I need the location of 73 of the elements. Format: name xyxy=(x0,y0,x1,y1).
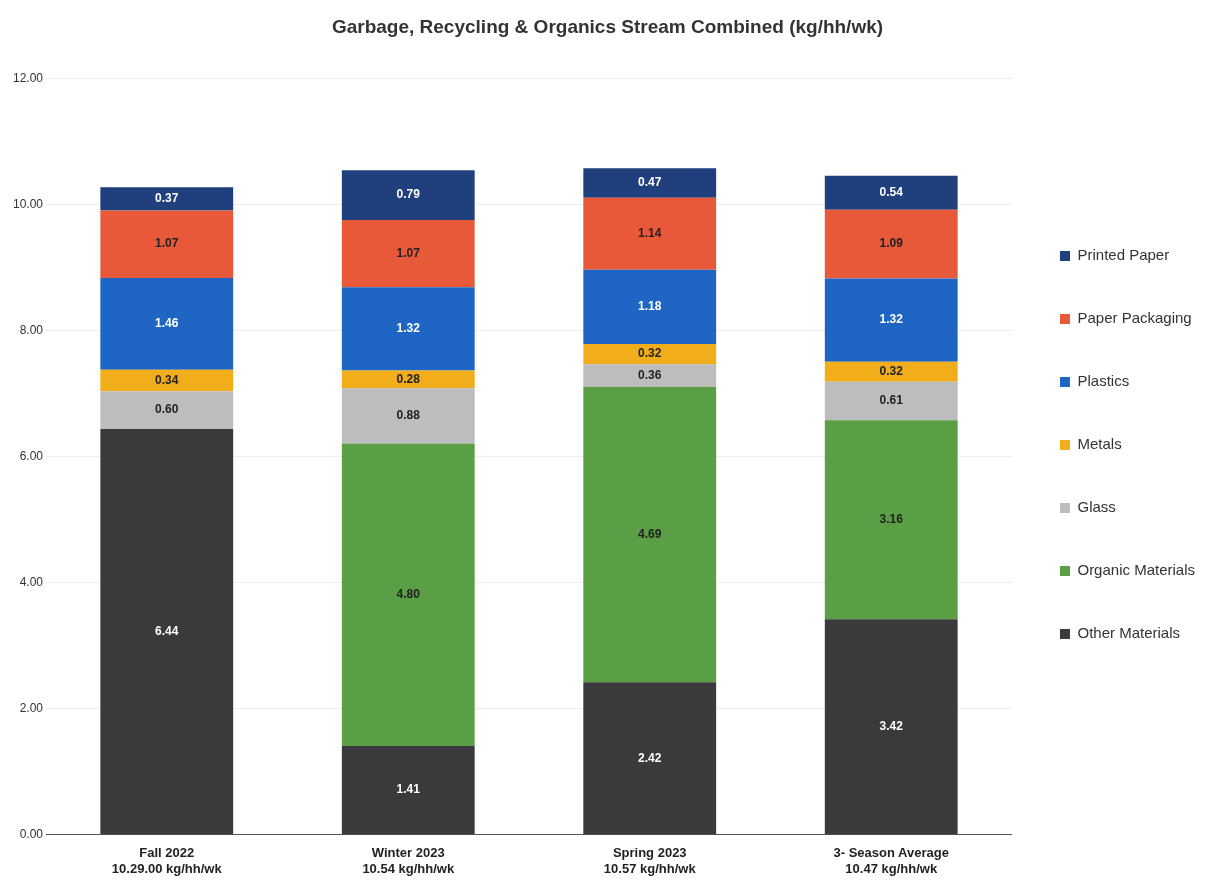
data-label: 0.60 xyxy=(155,402,179,417)
data-label: 0.32 xyxy=(879,364,904,379)
x-tick-label: Fall 2022 10.29.00 kg/hh/wk xyxy=(111,845,223,876)
bar xyxy=(100,210,234,278)
legend-label: Paper Packaging xyxy=(1077,309,1192,327)
legend-label: Metals xyxy=(1077,435,1122,453)
data-label: 2.42 xyxy=(638,750,662,765)
bar xyxy=(583,386,717,683)
bar xyxy=(341,443,475,746)
data-label: 1.32 xyxy=(879,312,904,327)
data-label: 1.32 xyxy=(396,321,421,336)
bar xyxy=(583,364,717,387)
bar xyxy=(583,197,717,270)
bar xyxy=(583,269,717,345)
bar xyxy=(824,278,958,362)
data-label: 0.32 xyxy=(638,346,662,361)
bar xyxy=(824,619,958,835)
data-label: 1.07 xyxy=(155,236,179,251)
y-tick-label: 4.00 xyxy=(19,575,44,590)
chart-title: Garbage, Recycling & Organics Stream Combined (kg/hh/wk) xyxy=(331,15,884,37)
bar xyxy=(100,391,234,430)
legend-label: Glass xyxy=(1077,498,1116,516)
legend-label: Printed Paper xyxy=(1077,246,1170,264)
data-label: 0.34 xyxy=(155,372,179,387)
bar xyxy=(824,175,958,210)
legend-label: Plastics xyxy=(1077,372,1130,390)
data-label: 1.46 xyxy=(155,316,179,331)
bar xyxy=(341,170,475,220)
x-tick-label: 3- Season Average 10.47 kg/hh/wk xyxy=(833,845,949,876)
y-tick-label: 8.00 xyxy=(19,323,44,338)
data-label: 1.14 xyxy=(638,226,662,241)
bar xyxy=(341,388,475,444)
data-label: 0.36 xyxy=(638,367,662,382)
data-label: 0.37 xyxy=(155,191,179,206)
bar xyxy=(100,369,234,392)
x-tick-label: Spring 2023 10.57 kg/hh/wk xyxy=(603,845,697,876)
bar xyxy=(341,287,475,371)
legend-label: Other Materials xyxy=(1077,624,1181,642)
data-label: 0.54 xyxy=(879,185,904,200)
bar xyxy=(824,381,958,421)
bar xyxy=(824,420,958,620)
data-label: 0.47 xyxy=(638,175,662,190)
data-label: 6.44 xyxy=(155,624,179,638)
data-label: 1.41 xyxy=(396,782,421,797)
bar xyxy=(100,429,234,835)
data-label: 4.69 xyxy=(638,526,662,541)
bar xyxy=(100,187,234,211)
bar xyxy=(341,370,475,389)
y-tick-label: 6.00 xyxy=(19,449,44,464)
bar xyxy=(824,209,958,279)
data-label: 0.28 xyxy=(396,371,421,386)
y-tick-label: 10.00 xyxy=(13,197,44,212)
data-label: 1.07 xyxy=(396,245,421,260)
data-label: 3.16 xyxy=(879,512,904,527)
bar xyxy=(583,344,717,365)
bar xyxy=(824,361,958,382)
bar xyxy=(341,219,475,288)
y-tick-label: 12.00 xyxy=(13,71,44,86)
legend-label: Organic Materials xyxy=(1077,561,1196,579)
x-tick-label: Winter 2023 10.54 kg/hh/wk xyxy=(362,845,455,876)
data-label: 1.18 xyxy=(638,299,662,314)
bar xyxy=(583,682,717,835)
data-label: 1.09 xyxy=(879,236,904,251)
bar xyxy=(341,745,475,835)
bar xyxy=(100,277,234,370)
data-label: 3.42 xyxy=(879,719,904,734)
data-label: 4.80 xyxy=(396,587,421,602)
y-tick-label: 2.00 xyxy=(19,701,44,716)
bar xyxy=(583,168,717,198)
data-label: 0.79 xyxy=(396,187,421,202)
y-tick-label: 0.00 xyxy=(19,827,44,842)
data-label: 0.88 xyxy=(396,408,421,423)
data-label: 0.61 xyxy=(879,393,904,408)
